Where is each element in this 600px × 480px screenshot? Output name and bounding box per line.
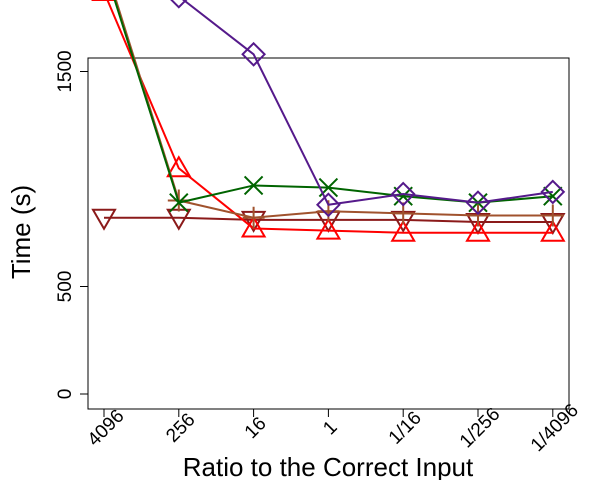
data-point <box>465 219 491 242</box>
x-tick-label: 256 <box>162 409 199 446</box>
data-point <box>467 204 489 227</box>
data-point <box>242 206 265 229</box>
series-line <box>113 0 553 204</box>
x-axis-title: Ratio to the Correct Input <box>183 452 474 480</box>
series-layer <box>91 0 566 242</box>
data-point <box>240 215 267 238</box>
data-point <box>465 190 491 216</box>
data-point <box>315 192 341 218</box>
x-tick-label: 1 <box>319 417 341 439</box>
y-tick-label: 500 <box>55 271 76 303</box>
data-point <box>540 219 566 242</box>
data-point <box>166 155 192 178</box>
data-point <box>169 192 189 213</box>
data-point <box>241 41 267 67</box>
series-group <box>170 0 566 218</box>
x-tick-label: 16 <box>241 413 271 443</box>
data-point <box>390 181 416 207</box>
data-point <box>543 186 563 206</box>
y-axis-title: Time (s) <box>6 185 36 279</box>
x-tick-label: 4096 <box>84 406 129 451</box>
data-point <box>541 204 564 227</box>
series-line <box>114 0 553 219</box>
x-tick-label: 1/256 <box>456 404 504 452</box>
data-point <box>166 208 192 231</box>
y-axis-ticks: 050015002500 <box>55 50 88 400</box>
data-point <box>243 175 264 196</box>
y-tick-label: 1500 <box>55 50 76 92</box>
y-tick-label: 0 <box>55 389 76 400</box>
data-point <box>390 219 416 242</box>
data-point <box>91 208 117 231</box>
data-point <box>540 179 566 205</box>
data-point <box>170 0 188 9</box>
x-tick-label: 1/16 <box>385 408 426 449</box>
data-point <box>315 217 342 240</box>
series-line <box>106 0 553 234</box>
series-group <box>91 0 566 242</box>
series-group <box>113 0 563 213</box>
series-line <box>182 0 553 206</box>
